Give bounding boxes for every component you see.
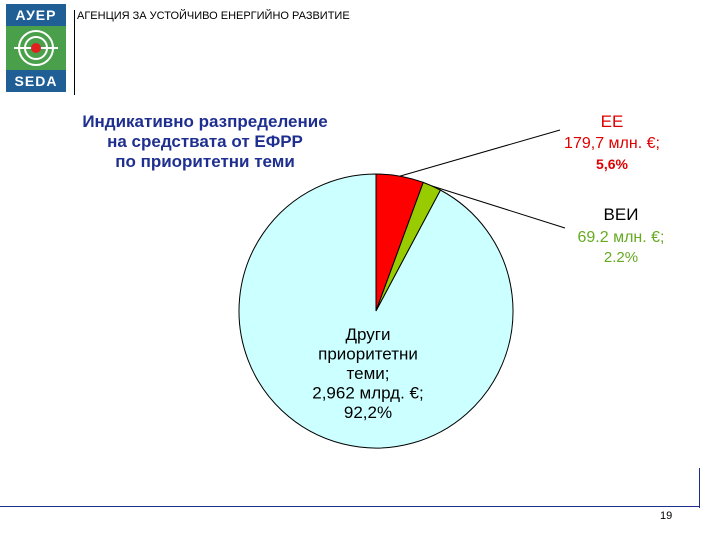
label-vei-amount: 69.2 млн. €; <box>578 229 665 246</box>
label-ee-percent: 5,6% <box>596 156 628 172</box>
chart-title-line-2: на средствата от ЕФРР <box>107 132 303 151</box>
page-number: 19 <box>660 510 673 522</box>
leader-line-vei <box>431 185 566 229</box>
label-other-line-4: 92,2% <box>344 403 392 422</box>
footer-side-divider <box>699 468 700 508</box>
leader-line-ee <box>399 129 561 177</box>
label-other-line-2: теми; <box>347 364 390 383</box>
agency-title: АГЕНЦИЯ ЗА УСТОЙЧИВО ЕНЕРГИЙНО РАЗВИТИЕ <box>77 10 350 22</box>
footer-divider <box>0 506 700 507</box>
label-ee-amount: 179,7 млн. €; <box>564 135 660 152</box>
label-ee-name: ЕЕ <box>601 112 624 131</box>
chart-title-line-1: Индикативно разпределение <box>82 112 328 131</box>
pie-slice-2 <box>238 173 514 449</box>
seda-logo: АУЕР SEDA <box>0 0 72 96</box>
logo-bottom-text: SEDA <box>6 70 66 92</box>
logo-emblem <box>6 26 66 70</box>
logo-top-text: АУЕР <box>6 4 66 26</box>
chart-title-line-3: по приоритетни теми <box>115 152 295 171</box>
label-other-line-1: приоритетни <box>318 345 418 364</box>
chart-title: Индикативно разпределение на средствата … <box>40 112 370 172</box>
label-vei-name: ВЕИ <box>604 205 639 224</box>
logo-emblem-icon <box>14 30 58 66</box>
label-vei-percent: 2.2% <box>604 249 638 266</box>
label-other-line-3: 2,962 млрд. €; <box>312 384 423 403</box>
header-divider <box>74 10 75 95</box>
label-other-line-0: Други <box>346 325 391 344</box>
